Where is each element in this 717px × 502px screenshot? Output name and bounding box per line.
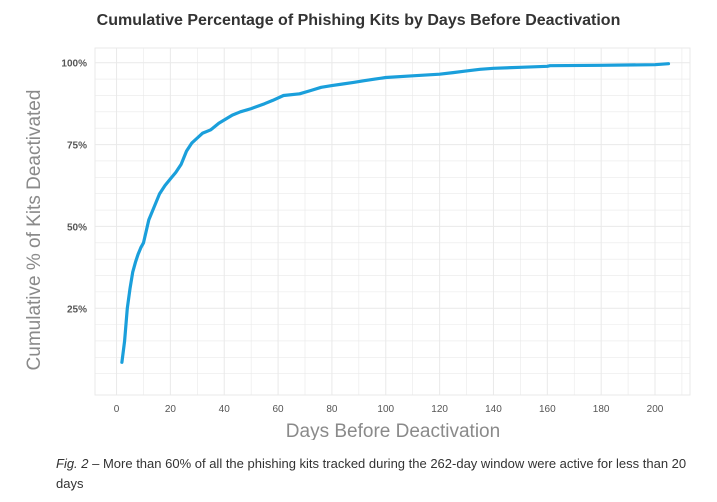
x-tick-label: 40	[219, 404, 231, 415]
x-tick-labels: 0 20 40 60 80 100 120 140 160 180 200	[114, 404, 664, 415]
caption-text: – More than 60% of all the phishing kits…	[56, 456, 687, 491]
y-axis-title: Cumulative % of Kits Deactivated	[24, 90, 45, 371]
grid	[94, 47, 691, 396]
series-layer	[120, 62, 671, 364]
x-tick-label: 120	[431, 404, 448, 415]
series-line	[120, 62, 671, 364]
figure-label: Fig. 2	[56, 456, 89, 471]
x-tick-label: 0	[114, 404, 120, 415]
line-chart: 0 20 40 60 80 100 120 140 160 180 200 25% 50% 75% 100…	[24, 47, 691, 440]
x-tick-label: 60	[273, 404, 285, 415]
y-tick-label: 25%	[67, 304, 87, 315]
y-tick-label: 100%	[61, 59, 87, 70]
x-tick-label: 200	[647, 404, 664, 415]
plot-frame	[94, 47, 691, 396]
x-tick-label: 80	[326, 404, 338, 415]
x-tick-label: 20	[165, 404, 177, 415]
y-tick-label: 75%	[67, 141, 87, 152]
x-tick-label: 160	[539, 404, 556, 415]
figure-caption: Fig. 2 – More than 60% of all the phishi…	[56, 454, 696, 494]
y-tick-labels: 25% 50% 75% 100%	[61, 59, 87, 316]
x-tick-label: 100	[377, 404, 394, 415]
x-axis-title: Days Before Deactivation	[286, 421, 500, 440]
y-tick-label: 50%	[67, 222, 87, 233]
x-tick-label: 180	[593, 404, 610, 415]
chart-title: Cumulative Percentage of Phishing Kits b…	[96, 12, 621, 29]
x-tick-label: 140	[485, 404, 502, 415]
